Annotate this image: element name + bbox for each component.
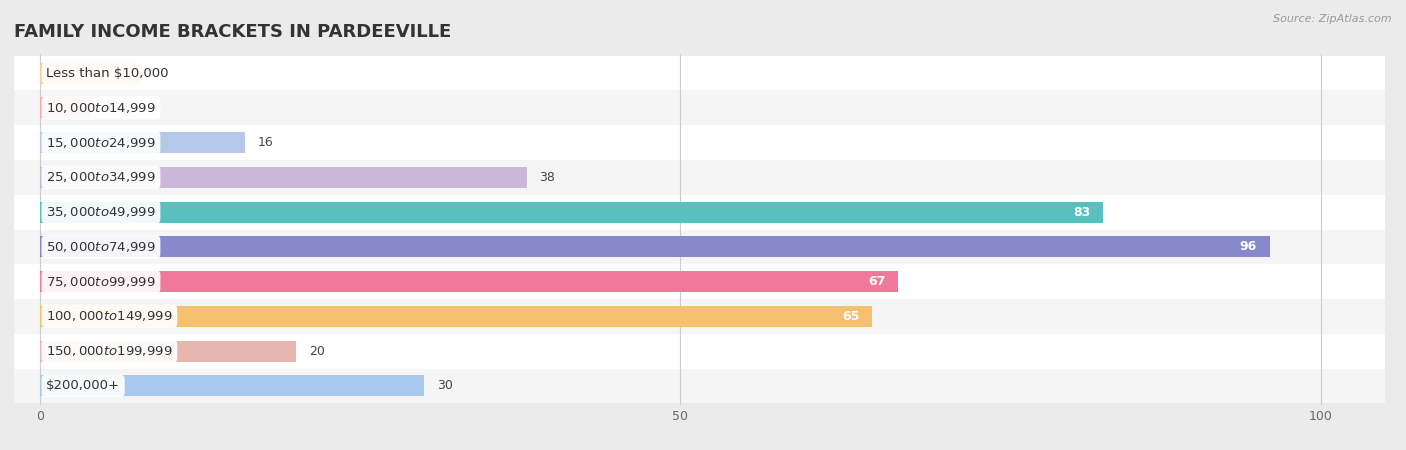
Bar	[0, 299, 1406, 334]
Bar	[39, 271, 898, 292]
Text: 65: 65	[842, 310, 859, 323]
Bar	[0, 264, 1406, 299]
Bar	[39, 63, 142, 84]
Bar	[39, 167, 526, 188]
Bar	[0, 230, 1406, 264]
Text: 67: 67	[868, 275, 886, 288]
Bar	[0, 334, 1406, 369]
Text: 83: 83	[1073, 206, 1090, 219]
Bar	[0, 369, 1406, 403]
Text: $100,000 to $149,999: $100,000 to $149,999	[46, 310, 173, 324]
Text: Source: ZipAtlas.com: Source: ZipAtlas.com	[1274, 14, 1392, 23]
Text: $150,000 to $199,999: $150,000 to $199,999	[46, 344, 173, 358]
Bar	[0, 125, 1406, 160]
Bar	[0, 90, 1406, 125]
Text: $200,000+: $200,000+	[46, 379, 120, 392]
Bar	[39, 132, 245, 153]
Text: 20: 20	[309, 345, 325, 358]
Text: $15,000 to $24,999: $15,000 to $24,999	[46, 135, 156, 149]
Bar	[39, 236, 1270, 257]
Bar	[0, 160, 1406, 195]
Text: Less than $10,000: Less than $10,000	[46, 67, 169, 80]
Text: 30: 30	[437, 379, 453, 392]
Text: $35,000 to $49,999: $35,000 to $49,999	[46, 205, 156, 219]
Text: 4: 4	[104, 101, 111, 114]
Text: $25,000 to $34,999: $25,000 to $34,999	[46, 171, 156, 184]
Bar	[39, 375, 425, 396]
Bar	[39, 202, 1104, 223]
Bar	[39, 341, 295, 361]
Bar	[0, 56, 1406, 90]
Bar	[0, 195, 1406, 230]
Bar	[39, 98, 91, 118]
Text: 38: 38	[540, 171, 555, 184]
Text: 16: 16	[257, 136, 273, 149]
Text: 96: 96	[1240, 240, 1257, 253]
Text: $50,000 to $74,999: $50,000 to $74,999	[46, 240, 156, 254]
Text: 8: 8	[155, 67, 163, 80]
Text: FAMILY INCOME BRACKETS IN PARDEEVILLE: FAMILY INCOME BRACKETS IN PARDEEVILLE	[14, 23, 451, 41]
Bar	[39, 306, 873, 327]
Text: $75,000 to $99,999: $75,000 to $99,999	[46, 274, 156, 288]
Text: $10,000 to $14,999: $10,000 to $14,999	[46, 101, 156, 115]
